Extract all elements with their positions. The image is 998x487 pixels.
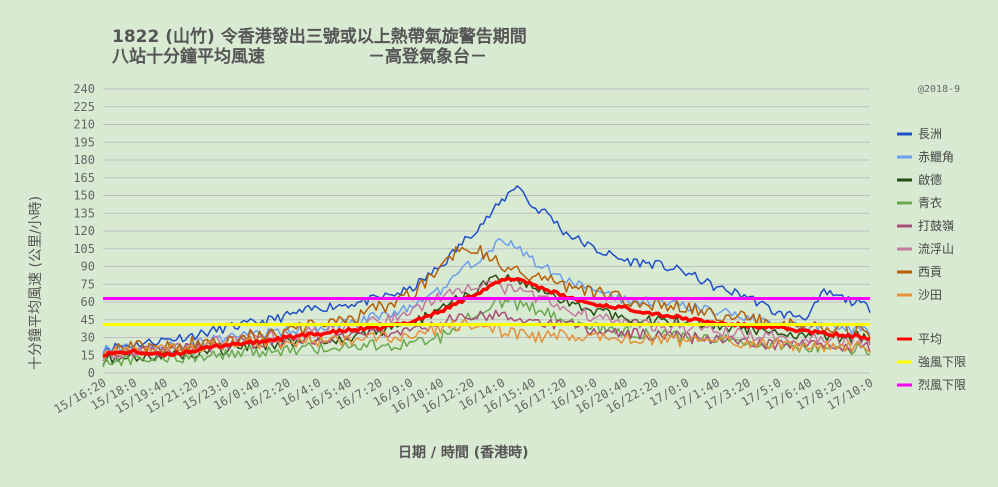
- y-tick-label: 60: [81, 295, 95, 309]
- series-line-啟德: [102, 274, 871, 366]
- y-tick-label: 225: [73, 100, 95, 114]
- y-tick-label: 15: [81, 348, 95, 362]
- y-tick-label: 105: [73, 242, 95, 256]
- y-tick-label: 240: [73, 82, 95, 96]
- legend-item: 打鼓嶺: [918, 219, 954, 233]
- series-line-西貢: [102, 244, 871, 358]
- legend-item: 赤鱲角: [918, 150, 954, 164]
- legend-item: 烈風下限: [918, 378, 966, 392]
- y-tick-label: 90: [81, 260, 95, 274]
- y-tick-label: 180: [73, 153, 95, 167]
- legend-item: 沙田: [918, 288, 942, 302]
- legend-item: 強風下限: [918, 355, 966, 369]
- legend-item: 青衣: [918, 195, 942, 210]
- y-tick-label: 45: [81, 313, 95, 327]
- legend-item: 平均: [918, 332, 942, 346]
- series-line-赤鱲角: [102, 237, 871, 355]
- y-tick-label: 195: [73, 135, 95, 149]
- x-axis-label: 日期 / 時間 (香港時): [398, 444, 529, 461]
- chart-title-line2: 八站十分鐘平均風速: [112, 46, 265, 67]
- y-axis-label: 十分鐘平均風速 (公里/小時): [27, 196, 44, 370]
- credit-text: @2018-9: [918, 84, 960, 95]
- y-tick-label: 150: [73, 189, 95, 203]
- y-tick-label: 30: [81, 331, 95, 345]
- legend-item: 長洲: [918, 127, 942, 141]
- y-tick-label: 75: [81, 277, 95, 291]
- y-tick-label: 120: [73, 224, 95, 238]
- y-tick-label: 135: [73, 206, 95, 220]
- chart-title-org: －高登氣象台－: [368, 46, 487, 67]
- legend-item: 啟德: [918, 172, 942, 187]
- y-tick-label: 0: [88, 366, 95, 380]
- series-line-青衣: [102, 296, 871, 368]
- y-tick-label: 165: [73, 171, 95, 185]
- chart-title-line1: 1822 (山竹) 令香港發出三號或以上熱帶氣旋警告期間: [112, 26, 527, 47]
- legend-item: 流浮山: [918, 242, 954, 256]
- y-tick-label: 210: [73, 118, 95, 132]
- legend-item: 西貢: [918, 265, 942, 279]
